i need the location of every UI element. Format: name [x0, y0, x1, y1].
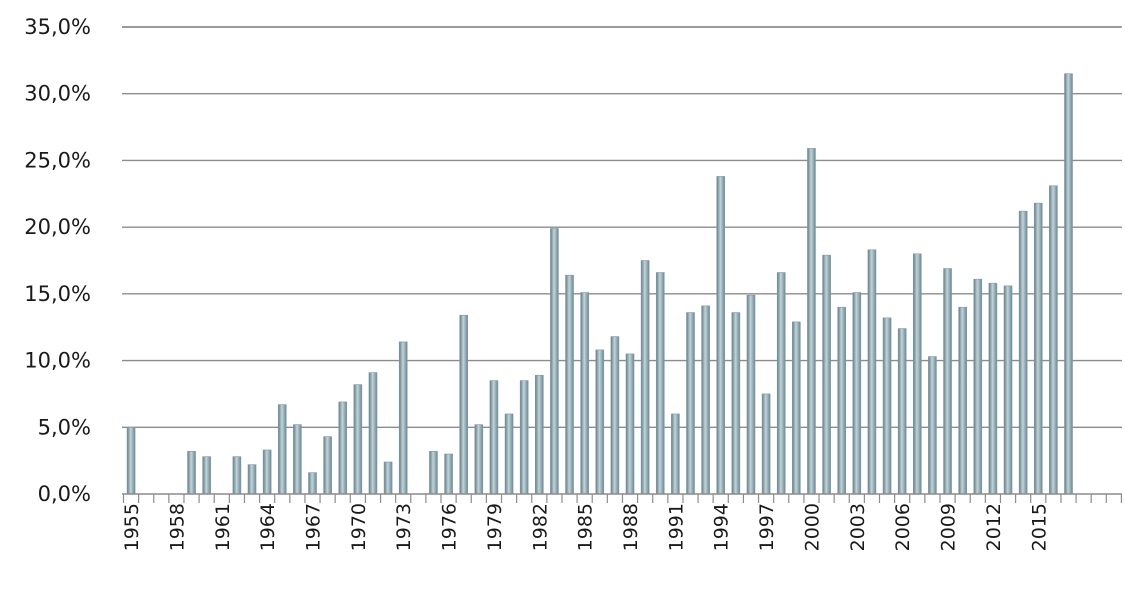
bar-1975	[429, 451, 438, 495]
bar-1968	[323, 436, 332, 495]
y-tick-label: 20,0%	[24, 215, 91, 239]
bar-1996	[746, 294, 756, 495]
bar-2004	[867, 249, 877, 495]
bar-1966	[293, 424, 302, 495]
bar-1955	[126, 426, 136, 495]
bar-1982	[534, 374, 544, 495]
bar-2007	[912, 253, 922, 495]
x-tick-label: 1967	[303, 503, 325, 551]
x-tick-label: 1958	[166, 503, 188, 551]
x-tick-label: 2012	[983, 503, 1005, 551]
x-tick-label: 2009	[938, 503, 960, 551]
bar-1990	[655, 272, 665, 495]
y-tick-label: 25,0%	[24, 148, 91, 172]
bar-1991	[671, 413, 680, 495]
x-axis	[122, 493, 1123, 503]
bar-1997	[761, 393, 771, 495]
bar-1960	[202, 456, 211, 495]
bar-2013	[1003, 285, 1013, 495]
x-tick-label: 1997	[756, 503, 778, 551]
bars	[126, 73, 1073, 495]
x-tick-label: 1991	[665, 503, 687, 551]
bar-1989	[640, 260, 650, 495]
bar-1977	[459, 314, 469, 495]
bar-1995	[731, 312, 741, 495]
bar-1992	[686, 312, 695, 495]
bar-1980	[504, 413, 514, 495]
bar-2000	[807, 148, 816, 495]
bar-1988	[625, 353, 635, 495]
bar-1994	[716, 176, 726, 495]
x-tick-label: 1973	[393, 503, 415, 551]
bar-2014	[1018, 210, 1028, 495]
x-tick-label: 1985	[575, 503, 597, 551]
bar-2012	[988, 282, 998, 495]
bar-2005	[882, 317, 892, 495]
bar-1984	[565, 274, 574, 495]
x-tick-label: 2015	[1028, 503, 1050, 551]
bar-1967	[308, 472, 317, 495]
bar-2002	[837, 306, 847, 495]
y-tick-label: 35,0%	[24, 15, 91, 39]
bar-2009	[943, 268, 952, 495]
bar-1987	[610, 336, 620, 495]
x-tick-label: 1988	[620, 503, 642, 551]
bar-1983	[550, 228, 559, 495]
bar-2011	[973, 278, 983, 495]
x-tick-label: 1994	[711, 503, 733, 551]
bar-1964	[262, 449, 272, 495]
bar-1985	[580, 292, 589, 495]
bar-1965	[277, 404, 287, 495]
y-tick-label: 0,0%	[38, 482, 91, 506]
bar-2015	[1033, 202, 1043, 495]
x-tick-label: 2006	[892, 503, 914, 551]
bar-1998	[776, 272, 786, 495]
bar-1959	[187, 451, 196, 495]
bar-1972	[383, 461, 393, 495]
x-axis-tick-labels: 1955 1958 1961 1964 1967 1970 1973 1976 1979 1982…	[121, 503, 1050, 551]
x-tick-label: 1964	[257, 503, 279, 551]
bar-1970	[353, 384, 363, 495]
x-tick-label: 1955	[121, 503, 143, 551]
x-tick-label: 1979	[484, 503, 506, 551]
bar-2001	[822, 254, 831, 495]
x-tick-label: 2003	[847, 503, 869, 551]
x-tick-label: 2000	[801, 503, 823, 551]
bar-1973	[398, 341, 408, 495]
bar-1969	[338, 401, 348, 495]
bar-2006	[897, 328, 907, 495]
bar-1986	[595, 349, 605, 495]
gridlines	[122, 26, 1122, 428]
bar-1963	[247, 464, 257, 495]
x-tick-label: 1970	[348, 503, 370, 551]
x-tick-label: 1976	[439, 503, 461, 551]
bar-1979	[489, 380, 499, 495]
bar-1993	[701, 305, 710, 495]
bar-1999	[792, 321, 801, 495]
bar-1981	[519, 380, 529, 495]
y-tick-label: 5,0%	[38, 415, 91, 439]
bar-2017	[1064, 73, 1073, 495]
bar-1978	[474, 424, 484, 495]
bar-2010	[958, 306, 967, 495]
bar-1971	[368, 372, 378, 495]
y-axis-tick-labels: 0,0% 5,0% 10,0% 15,0% 20,0% 25,0% 30,0% 35,0%	[24, 15, 91, 506]
x-tick-label: 1961	[212, 503, 234, 551]
bar-1976	[444, 453, 453, 495]
bar-1962	[232, 456, 242, 495]
x-tick-label: 1982	[529, 503, 551, 551]
bar-2016	[1049, 185, 1058, 495]
y-tick-label: 15,0%	[24, 282, 91, 306]
bar-2003	[852, 292, 862, 495]
y-tick-label: 10,0%	[24, 349, 91, 373]
bar-2008	[928, 356, 937, 495]
y-tick-label: 30,0%	[24, 82, 91, 106]
